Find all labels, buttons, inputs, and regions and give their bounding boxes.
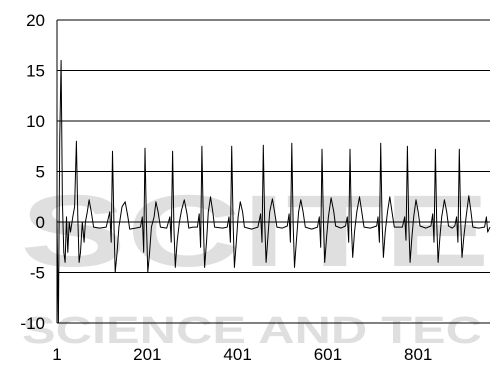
y-tick-label: 5	[36, 163, 45, 182]
series-group	[56, 59, 491, 324]
y-tick-label: 10	[26, 112, 45, 131]
x-tick-label: 1	[52, 345, 61, 364]
axes	[56, 20, 490, 324]
x-tick-label: 201	[133, 345, 161, 364]
y-tick-label: 15	[26, 62, 45, 81]
y-tick-label: 20	[26, 11, 45, 30]
y-tick-label: -5	[30, 264, 45, 283]
y-tick-label: 0	[36, 213, 45, 232]
y-tick-labels: 20 15 10 5 0 -5 -10	[20, 11, 45, 333]
watermark-tagline: SCIENCE AND TEC	[22, 310, 482, 352]
watermark: SCITE SCIENCE AND TEC	[20, 174, 490, 352]
x-tick-label: 601	[314, 345, 342, 364]
series-line-0	[56, 59, 491, 324]
x-tick-label: 801	[404, 345, 432, 364]
grid-lines	[57, 19, 490, 273]
watermark-logo-text: SCITE	[20, 174, 490, 288]
x-tick-label: 401	[223, 345, 251, 364]
x-tick-labels: 1 201 401 601 801	[52, 345, 432, 364]
y-tick-label: -10	[20, 314, 45, 333]
